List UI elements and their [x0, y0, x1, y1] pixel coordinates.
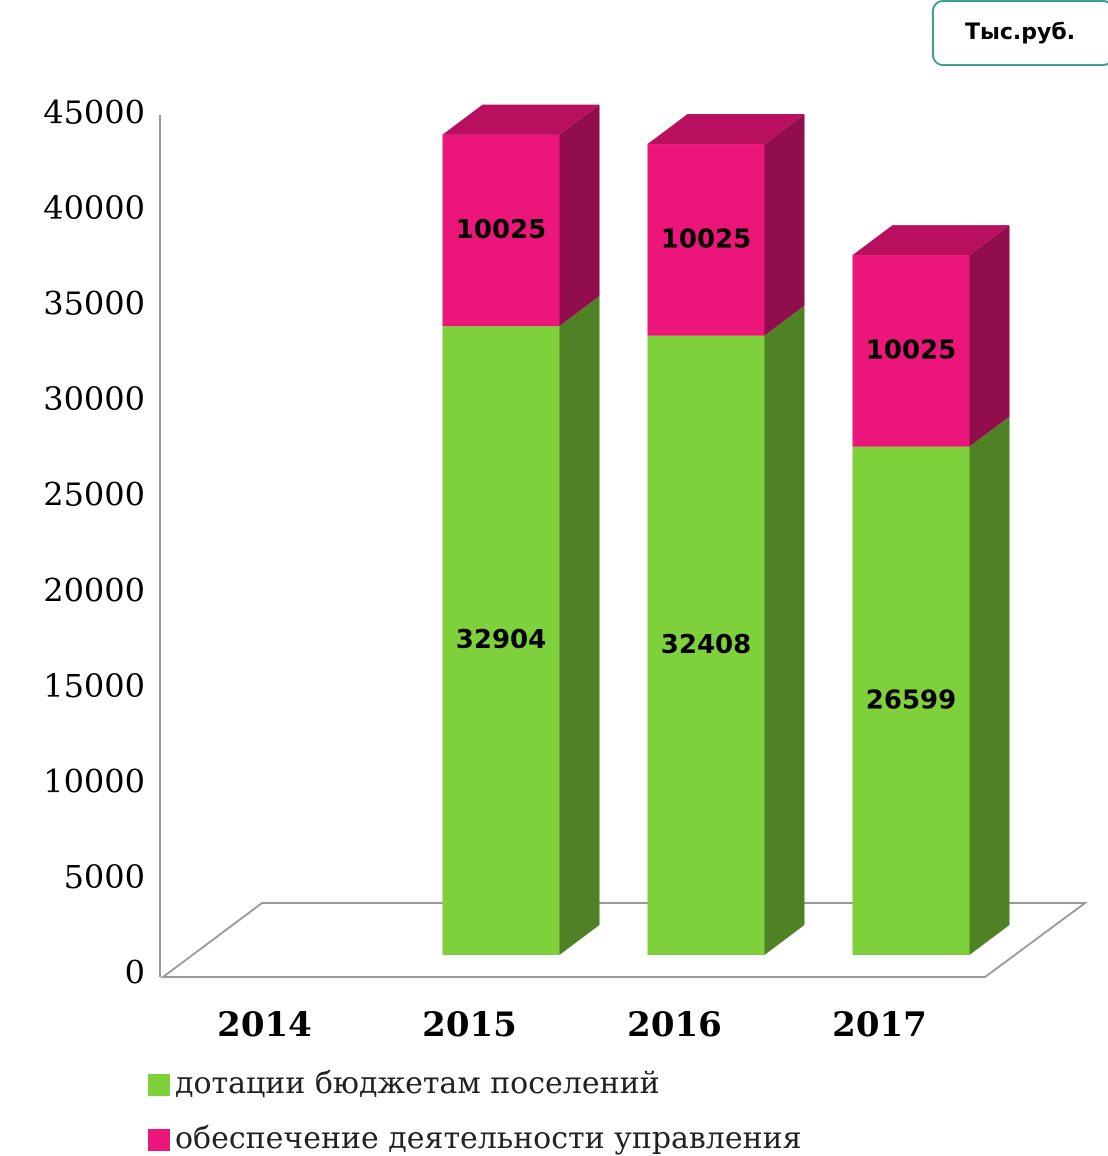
bar-side — [969, 416, 1010, 955]
bar — [852, 255, 970, 447]
x-tick-label: 2017 — [832, 1005, 927, 1045]
x-tick-label: 2016 — [627, 1005, 722, 1045]
x-tick-label: 2015 — [422, 1005, 517, 1045]
bar-top — [442, 104, 600, 135]
bar — [442, 134, 560, 327]
y-tick-label: 40000 — [43, 189, 145, 227]
legend-swatch — [148, 1129, 170, 1151]
bar-side — [969, 225, 1010, 447]
value-label: 10025 — [456, 215, 546, 245]
unit-label: Тыс.руб. — [965, 20, 1075, 45]
value-label: 26599 — [866, 685, 956, 715]
bar-side — [764, 305, 805, 956]
bar-top — [852, 225, 1010, 256]
y-tick-label: 30000 — [43, 380, 145, 418]
y-tick-label: 10000 — [43, 762, 145, 800]
value-label: 10025 — [866, 335, 956, 365]
bar — [442, 326, 560, 956]
y-tick-label: 5000 — [64, 858, 145, 896]
legend-swatch — [148, 1074, 170, 1096]
y-tick-label: 35000 — [43, 285, 145, 323]
y-tick-label: 0 — [125, 954, 145, 992]
bar-side — [764, 114, 805, 336]
bar — [647, 335, 765, 956]
y-tick-label: 45000 — [43, 94, 145, 132]
bar — [647, 144, 765, 336]
bar-side — [559, 296, 600, 956]
value-label: 10025 — [661, 224, 751, 254]
bar — [852, 446, 970, 955]
x-tick-label: 2014 — [217, 1005, 312, 1045]
unit-box — [932, 0, 1108, 66]
bar-top — [647, 114, 805, 145]
legend-label: обеспечение деятельности управления — [175, 1121, 802, 1156]
y-tick-label: 20000 — [43, 571, 145, 609]
bar-side — [559, 104, 600, 327]
y-tick-label: 15000 — [43, 667, 145, 705]
floor — [159, 902, 1089, 978]
value-label: 32408 — [661, 630, 751, 660]
y-tick-label: 25000 — [43, 476, 145, 514]
legend-label: дотации бюджетам поселений — [175, 1066, 660, 1101]
value-label: 32904 — [456, 625, 546, 655]
